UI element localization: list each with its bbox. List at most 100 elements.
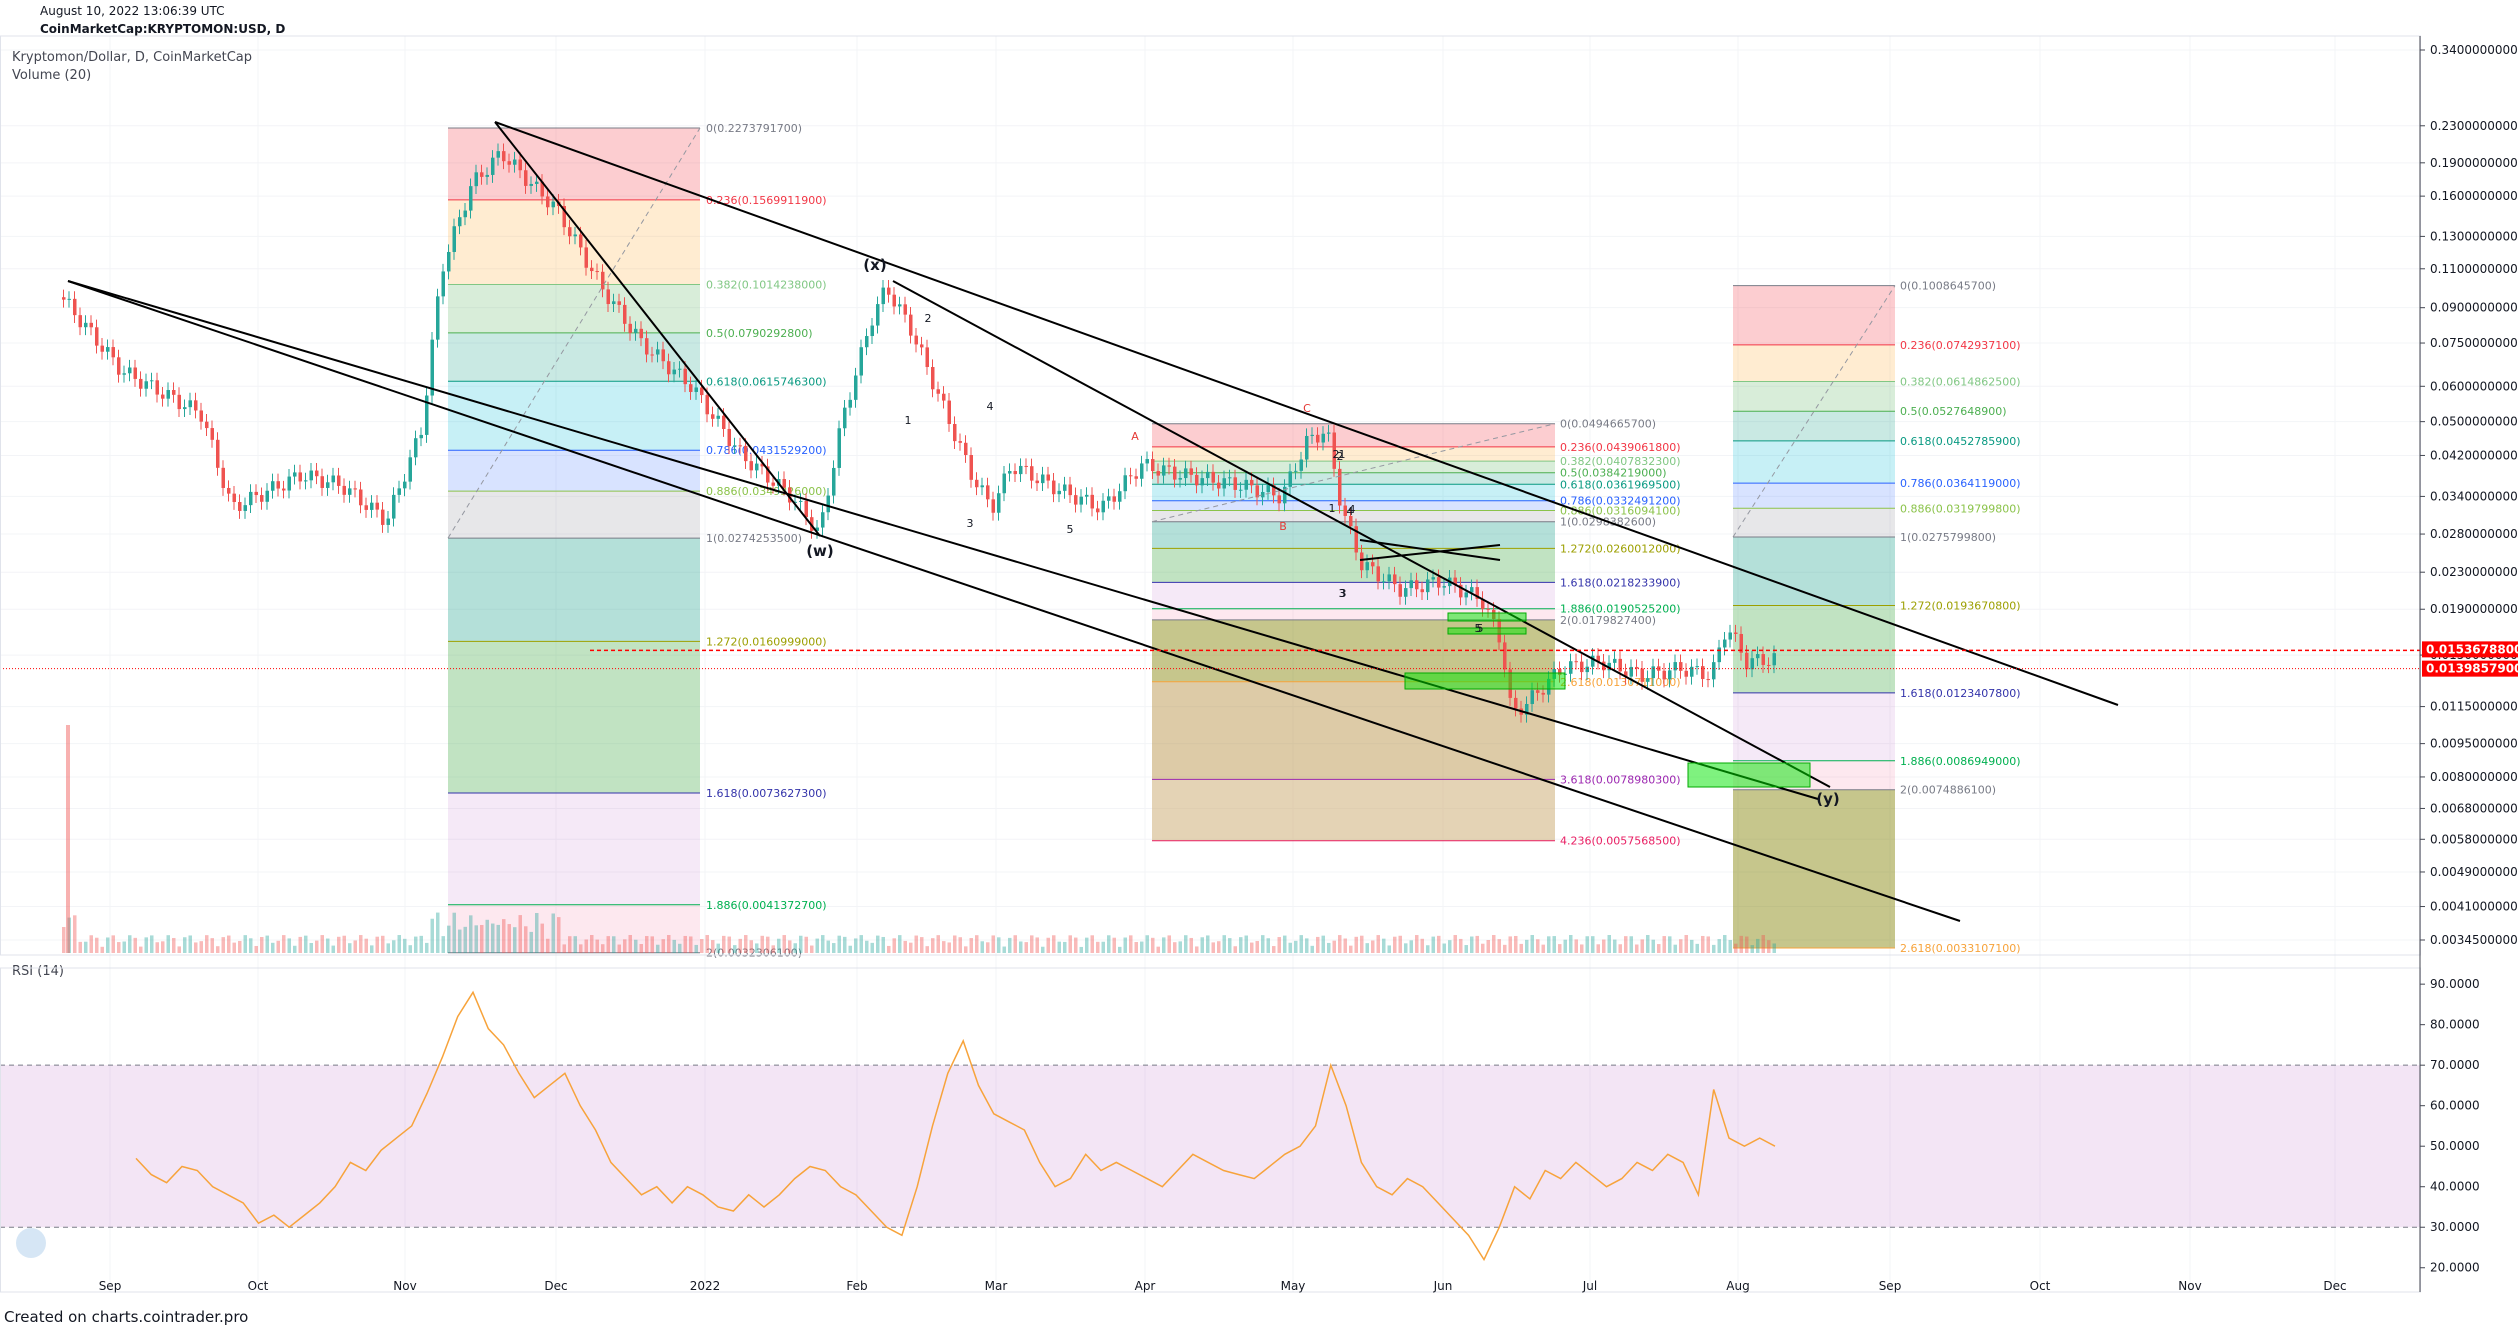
- volume-bar: [672, 939, 676, 953]
- volume-bar: [1690, 939, 1694, 953]
- price-tick-label: 0.0600000000: [2430, 379, 2518, 393]
- candle-body: [1118, 491, 1122, 502]
- fib-zone: [1152, 510, 1555, 522]
- volume-bar: [1514, 935, 1518, 953]
- volume-bar: [1239, 937, 1243, 953]
- volume-bar: [458, 929, 462, 953]
- volume-bar: [546, 938, 550, 953]
- candle-body: [78, 315, 82, 328]
- volume-bar: [645, 936, 649, 953]
- volume-bar: [678, 943, 682, 953]
- volume-bar: [1200, 937, 1204, 953]
- candle-body: [183, 407, 187, 410]
- time-tick-label: Sep: [1879, 1279, 1902, 1293]
- candle-body: [678, 368, 682, 370]
- volume-bar: [771, 945, 775, 953]
- candle-body: [249, 491, 253, 506]
- wave-label: (y): [1816, 790, 1840, 808]
- volume-bar: [1646, 935, 1650, 953]
- volume-bar: [1299, 935, 1303, 953]
- price-tick-label: 0.0034500000: [2430, 933, 2518, 947]
- candle-body: [1756, 654, 1760, 659]
- price-tick-label: 0.1600000000: [2430, 189, 2518, 203]
- volume-bar: [414, 936, 418, 953]
- candle-body: [931, 367, 935, 390]
- candle-body: [1365, 562, 1369, 571]
- price-tick-label: 0.0500000000: [2430, 415, 2518, 429]
- time-tick-label: Nov: [2178, 1279, 2201, 1293]
- volume-bar: [441, 936, 445, 953]
- candle-body: [1310, 434, 1314, 436]
- candle-body: [1723, 639, 1727, 648]
- volume-bar: [287, 938, 291, 953]
- volume-bar: [914, 935, 918, 953]
- volume-bar: [150, 935, 154, 953]
- candle-body: [150, 380, 154, 382]
- candle-body: [1673, 662, 1677, 671]
- candle-body: [1580, 661, 1584, 673]
- volume-bar: [1503, 944, 1507, 953]
- volume-bar: [1156, 946, 1160, 953]
- volume-bar: [254, 945, 258, 953]
- candle-body: [100, 345, 104, 352]
- volume-bar: [370, 945, 374, 953]
- time-tick-label: Dec: [2323, 1279, 2346, 1293]
- wedge-line: [1359, 544, 1501, 561]
- volume-bar: [755, 943, 759, 953]
- candle-body: [1701, 666, 1705, 680]
- price-label-bg: [2422, 660, 2518, 677]
- candle-body: [1244, 479, 1248, 490]
- candle-body: [392, 494, 396, 519]
- candle-body: [1052, 480, 1056, 495]
- volume-bar: [381, 935, 385, 953]
- candle-body: [672, 369, 676, 375]
- fib-level-label: 0.786(0.0332491200): [1560, 495, 1681, 508]
- candle-body: [304, 480, 308, 482]
- fib-level-label: 0(0.1008645700): [1900, 280, 1996, 293]
- candle-body: [89, 322, 93, 328]
- volume-bar: [810, 945, 814, 953]
- time-tick-label: Dec: [544, 1279, 567, 1293]
- volume-bar: [1096, 941, 1100, 953]
- volume-bar: [540, 923, 544, 953]
- candle-body: [1409, 580, 1413, 589]
- volume-bar: [1206, 935, 1210, 953]
- candle-body: [925, 347, 929, 368]
- candle-body: [1629, 666, 1633, 677]
- volume-bar: [1283, 935, 1287, 953]
- fib-level-label: 0.618(0.0361969500): [1560, 478, 1681, 491]
- volume-bar: [452, 912, 456, 953]
- fib-zone: [1733, 483, 1895, 509]
- candle-body: [342, 485, 346, 495]
- volume-bar: [969, 938, 973, 953]
- candle-body: [375, 502, 379, 510]
- rsi-tick-label: 30.0000: [2430, 1220, 2480, 1234]
- candle-body: [480, 172, 484, 177]
- candle-body: [419, 434, 423, 439]
- volume-bar: [1134, 942, 1138, 953]
- volume-bar: [826, 940, 830, 953]
- volume-bar: [815, 938, 819, 953]
- volume-bar: [1772, 943, 1776, 953]
- volume-bar: [408, 945, 412, 953]
- price-tick-label: 0.0080000000: [2430, 770, 2518, 784]
- grid: [0, 36, 2420, 1292]
- candle-body: [1354, 526, 1358, 553]
- candle-body: [1420, 589, 1424, 593]
- volume-bar: [804, 936, 808, 953]
- candle-body: [1266, 485, 1270, 492]
- candle-body: [1134, 476, 1138, 479]
- volume-bar: [1189, 937, 1193, 953]
- rsi-tick-label: 70.0000: [2430, 1058, 2480, 1072]
- volume-bar: [249, 938, 253, 953]
- volume-bar: [573, 936, 577, 953]
- volume-bar: [1613, 939, 1617, 953]
- volume-bar: [513, 927, 517, 953]
- candle-body: [172, 390, 176, 395]
- candle-body: [458, 217, 462, 227]
- volume-bar: [183, 937, 187, 953]
- volume-bar: [1541, 944, 1545, 953]
- price-tick-label: 0.0190000000: [2430, 602, 2518, 616]
- candle-body: [705, 395, 709, 415]
